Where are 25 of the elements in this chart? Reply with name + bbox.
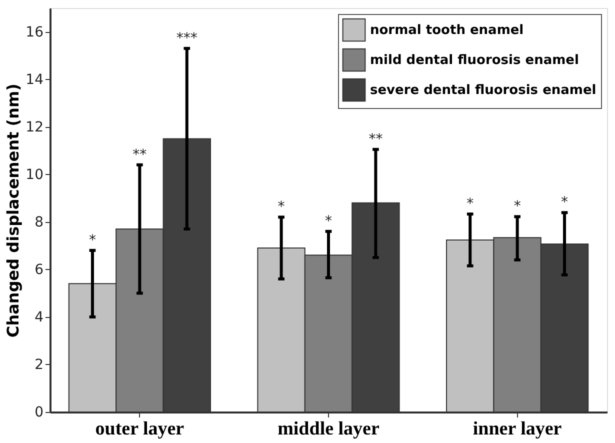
y-tick-label: 6 <box>34 262 44 278</box>
x-tick-label: inner layer <box>472 418 562 440</box>
annotation: *** <box>176 30 198 46</box>
legend-label: normal tooth enamel <box>370 23 524 38</box>
y-tick-label: 2 <box>34 356 44 373</box>
annotation: * <box>88 232 96 248</box>
y-tick-label: 16 <box>26 24 44 40</box>
annotation: * <box>278 199 285 216</box>
annotation: ** <box>368 131 383 148</box>
x-tick-label: outer layer <box>95 418 185 440</box>
y-tick-label: 14 <box>26 72 44 88</box>
annotation: * <box>514 198 521 215</box>
annotation: * <box>325 213 332 230</box>
x-tick-label: middle layer <box>278 418 380 440</box>
annotation: * <box>561 194 568 211</box>
y-tick-label: 10 <box>26 166 44 183</box>
y-tick-label: 8 <box>34 214 44 230</box>
legend-label: mild dental fluorosis enamel <box>370 53 579 68</box>
annotation: ** <box>132 146 147 163</box>
y-tick-label: 12 <box>26 119 44 136</box>
annotation: * <box>466 196 474 212</box>
legend-label: severe dental fluorosis enamel <box>370 83 596 98</box>
y-tick-label: 0 <box>34 404 44 420</box>
y-axis-title: Changed displacement (nm) <box>4 84 23 338</box>
y-tick-label: 4 <box>34 309 44 326</box>
